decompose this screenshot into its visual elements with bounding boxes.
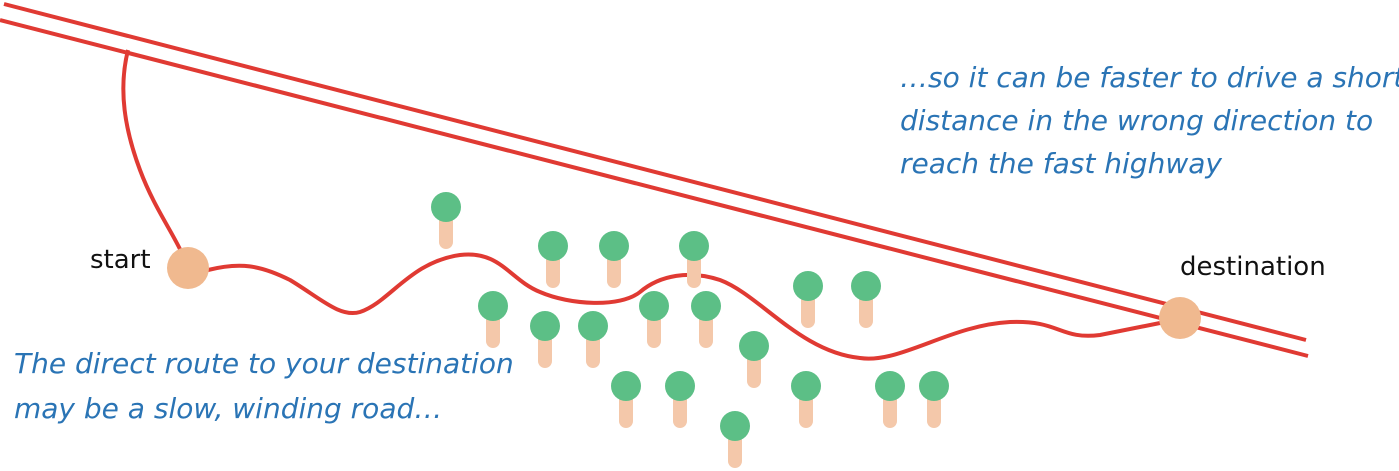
tree-crown xyxy=(919,371,949,401)
access-road xyxy=(121,49,188,263)
caption-line: …so it can be faster to drive a short xyxy=(900,61,1399,94)
tree-crown xyxy=(611,371,641,401)
start-point xyxy=(167,247,209,289)
tree-crown xyxy=(478,291,508,321)
highway-edge xyxy=(3,2,1307,342)
tree-crown xyxy=(530,311,560,341)
tree-crown xyxy=(679,231,709,261)
destination-point xyxy=(1159,297,1201,339)
tree-crown xyxy=(665,371,695,401)
caption-line: may be a slow, winding road… xyxy=(14,392,442,425)
highway-edge xyxy=(0,18,1309,358)
winding-road xyxy=(207,252,1166,361)
tree-crown xyxy=(578,311,608,341)
tree-crown xyxy=(720,411,750,441)
start-label: start xyxy=(90,245,151,275)
trees xyxy=(431,192,949,468)
caption-line: distance in the wrong direction to xyxy=(900,104,1373,137)
tree-crown xyxy=(691,291,721,321)
highway xyxy=(0,2,1309,361)
tree-crown xyxy=(793,271,823,301)
destination-label: destination xyxy=(1180,252,1326,282)
tree-crown xyxy=(431,192,461,222)
caption-line: reach the fast highway xyxy=(900,147,1222,180)
tree-crown xyxy=(851,271,881,301)
caption-line: The direct route to your destination xyxy=(14,347,514,380)
tree-crown xyxy=(639,291,669,321)
tree-crown xyxy=(538,231,568,261)
tree-crown xyxy=(599,231,629,261)
tree-crown xyxy=(791,371,821,401)
tree-crown xyxy=(875,371,905,401)
tree-crown xyxy=(739,331,769,361)
